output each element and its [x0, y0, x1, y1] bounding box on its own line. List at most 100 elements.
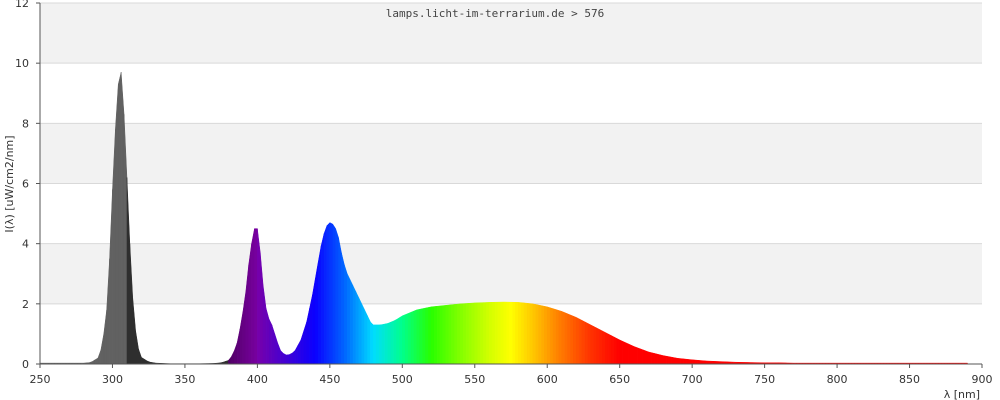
- y-tick-label: 6: [22, 178, 29, 191]
- spectrum-slice: [268, 318, 273, 365]
- spectrum-slice: [578, 318, 583, 365]
- spectrum-slice: [399, 315, 403, 365]
- spectrum-slice: [535, 304, 539, 365]
- spectrum-slice: [352, 285, 357, 365]
- spectrum-slice: [436, 305, 441, 365]
- x-tick-label: 400: [247, 373, 268, 386]
- spectrum-slice: [468, 302, 473, 365]
- spectrum-slice: [694, 359, 699, 365]
- spectrum-slice: [248, 243, 252, 365]
- spectrum-slice: [561, 310, 565, 365]
- spectrum-slice: [625, 342, 629, 365]
- spectrum-slice: [422, 307, 426, 365]
- y-tick-label: 8: [22, 117, 29, 130]
- spectrum-slice: [364, 309, 368, 365]
- y-tick-label: 2: [22, 298, 29, 311]
- spectrum-slice: [639, 348, 644, 365]
- spectrum-slice: [683, 358, 687, 365]
- spectrum-slice: [686, 358, 690, 365]
- spectrum-slice: [120, 72, 125, 365]
- spectrum-slice: [349, 279, 354, 365]
- spectrum-slice: [326, 221, 331, 365]
- spectrum-slice: [457, 303, 461, 365]
- spectrum-slice: [575, 316, 580, 365]
- spectrum-slice: [512, 301, 516, 365]
- spectrum-slice: [370, 321, 374, 365]
- spectrum-slice: [674, 357, 678, 365]
- spectrum-slice: [338, 237, 342, 365]
- spectrum-slice: [474, 302, 478, 365]
- spectrum-slice: [517, 302, 522, 365]
- spectrum-slice: [433, 305, 438, 365]
- spectrum-slice: [633, 346, 638, 365]
- spectrum-slice: [471, 302, 476, 365]
- spectrum-slice: [332, 223, 336, 365]
- grid-band: [40, 243, 982, 304]
- spectrum-slice: [541, 305, 545, 365]
- spectrum-slice: [662, 355, 667, 365]
- spectrum-slice: [573, 315, 577, 365]
- spectrum-slice: [387, 321, 391, 365]
- spectrum-slice: [375, 324, 380, 365]
- spectrum-slice: [642, 349, 647, 365]
- spectrum-slice: [115, 84, 119, 365]
- y-axis-ticks: 0 2 4 6 8 10 12: [15, 0, 40, 371]
- x-axis-ticks: 250 300 350 400 450 500 550 600 650 700 750 800 850 9…: [30, 364, 993, 386]
- spectrum-slice: [442, 305, 447, 365]
- spectrum-slice: [312, 278, 316, 365]
- x-tick-label: 900: [972, 373, 993, 386]
- spectrum-slice: [515, 302, 519, 365]
- x-tick-label: 250: [30, 373, 51, 386]
- spectrum-slice: [460, 303, 464, 365]
- spectrum-slice: [291, 349, 296, 365]
- grid-band: [40, 123, 982, 184]
- spectrum-slice: [500, 301, 505, 365]
- spectrum-slice: [602, 330, 606, 365]
- spectrum-slice: [118, 72, 122, 365]
- spectrum-slice: [341, 252, 345, 365]
- spectrum-slice: [320, 233, 325, 365]
- spectrum-slice: [254, 228, 258, 365]
- spectrum-slice: [613, 336, 618, 365]
- spectrum-slice: [378, 324, 383, 365]
- y-tick-label: 12: [15, 0, 29, 10]
- spectrum-slice: [413, 309, 418, 365]
- spectrum-slice: [286, 354, 290, 365]
- spectrum-slice: [610, 335, 615, 365]
- spectrum-slice: [604, 332, 609, 365]
- spectrum-slice: [318, 245, 322, 365]
- spectrum-slice: [419, 308, 423, 365]
- spectrum-slice: [596, 327, 600, 365]
- spectrum-slice: [439, 305, 444, 365]
- spectrum-slice: [335, 228, 339, 365]
- spectrum-slice: [526, 302, 531, 365]
- spectrum-slice: [599, 328, 603, 365]
- spectrum-slice: [567, 313, 571, 365]
- spectrum-slice: [506, 301, 510, 365]
- spectrum-slice: [396, 317, 400, 365]
- spectrum-slice: [480, 302, 484, 365]
- y-axis-label: I(λ) [uW/cm2/nm]: [3, 135, 16, 232]
- spectrum-slice: [671, 356, 676, 365]
- spectrum-slice: [283, 353, 287, 365]
- x-tick-label: 800: [827, 373, 848, 386]
- spectrum-slice: [289, 352, 293, 365]
- spectrum-slice: [657, 353, 661, 365]
- spectrum-slice: [428, 306, 432, 365]
- grid-band: [40, 183, 982, 244]
- spectrum-slice: [691, 359, 696, 365]
- spectrum-slice: [410, 310, 415, 365]
- spectrum-slice: [628, 343, 632, 365]
- x-tick-label: 600: [537, 373, 558, 386]
- spectrum-slice: [344, 264, 348, 365]
- spectrum-slice: [680, 358, 684, 365]
- spectrum-slice: [668, 356, 673, 365]
- spectrum-slice: [265, 308, 270, 365]
- spectrum-slice: [549, 307, 554, 365]
- x-tick-label: 750: [754, 373, 775, 386]
- spectrum-slice: [581, 319, 586, 365]
- spectrum-slice: [689, 359, 693, 365]
- x-tick-label: 350: [174, 373, 195, 386]
- x-tick-label: 850: [899, 373, 920, 386]
